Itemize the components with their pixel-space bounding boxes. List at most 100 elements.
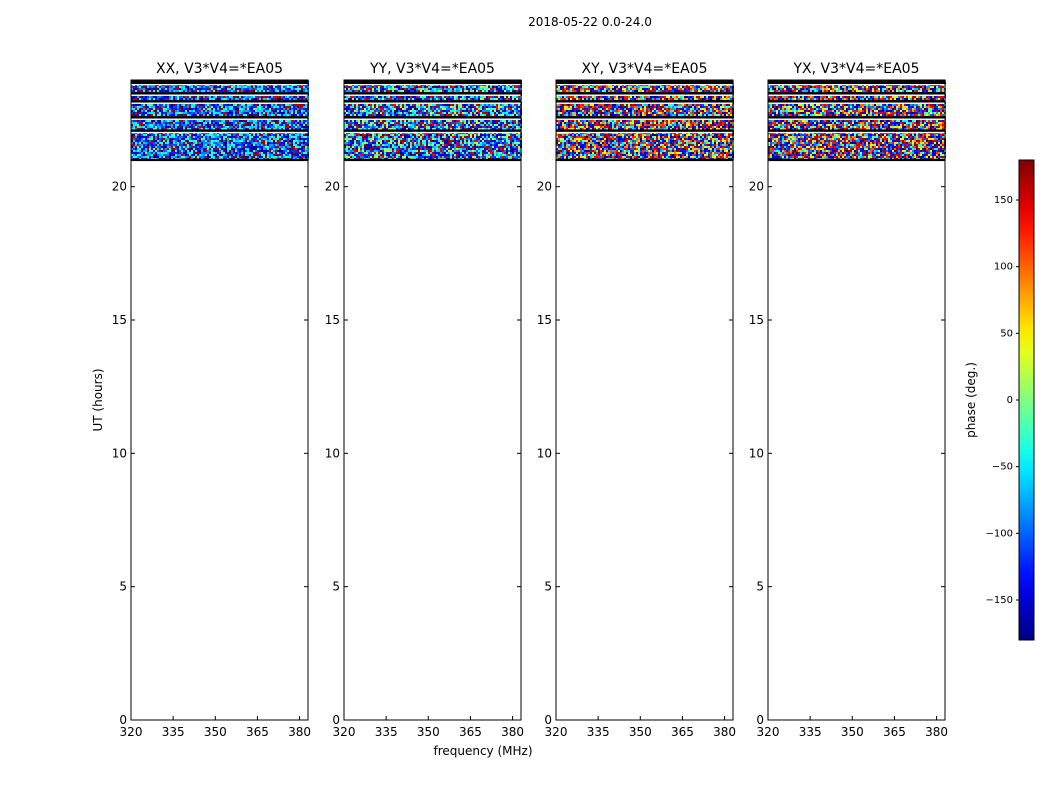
heatmap-cell <box>283 138 285 140</box>
y-tick-label: 15 <box>112 313 127 327</box>
heatmap-cell <box>500 90 502 92</box>
heatmap-cell <box>149 110 151 112</box>
heatmap-cell <box>191 140 193 142</box>
heatmap-cell <box>392 106 394 108</box>
heatmap-cell <box>265 98 267 100</box>
heatmap-cell <box>211 136 213 138</box>
heatmap-cell <box>406 98 408 100</box>
heatmap-cell <box>197 112 199 114</box>
heatmap-cell <box>265 142 267 144</box>
heatmap-cell <box>478 96 480 98</box>
heatmap-cell <box>163 112 165 114</box>
heatmap-cell <box>283 112 285 114</box>
heatmap-cell <box>151 114 153 116</box>
heatmap-cell <box>289 108 291 110</box>
heatmap-cell <box>169 124 171 126</box>
heatmap-cell <box>235 124 237 126</box>
heatmap-cell <box>159 124 161 126</box>
heatmap-cell <box>496 108 498 110</box>
heatmap-cell <box>452 98 454 100</box>
heatmap-cell <box>287 112 289 114</box>
heatmap-cell <box>346 98 348 100</box>
heatmap-cell <box>251 136 253 138</box>
heatmap-cell <box>422 96 424 98</box>
heatmap-cell <box>368 98 370 100</box>
heatmap-cell <box>141 96 143 98</box>
heatmap-cell <box>352 106 354 108</box>
heatmap-cell <box>133 154 135 156</box>
heatmap-cell <box>225 108 227 110</box>
heatmap-cell <box>462 90 464 92</box>
heatmap-cell <box>285 114 287 116</box>
heatmap-cell <box>215 136 217 138</box>
heatmap-cell <box>181 134 183 136</box>
heatmap-cell <box>446 86 448 88</box>
heatmap-cell <box>143 114 145 116</box>
heatmap-cell <box>291 152 293 154</box>
heatmap-cell <box>444 104 446 106</box>
heatmap-cell <box>221 136 223 138</box>
heatmap-cell <box>279 108 281 110</box>
heatmap-cell <box>305 134 307 136</box>
heatmap-cell <box>368 106 370 108</box>
heatmap-cell <box>279 142 281 144</box>
heatmap-cell <box>436 110 438 112</box>
heatmap-cell <box>275 152 277 154</box>
heatmap-cell <box>432 98 434 100</box>
heatmap-cell <box>249 88 251 90</box>
heatmap-cell <box>219 120 221 122</box>
heatmap-cell <box>305 128 307 130</box>
heatmap-cell <box>131 112 133 114</box>
flag-gap <box>131 131 308 134</box>
heatmap-cell <box>348 104 350 106</box>
heatmap-cell <box>440 88 442 90</box>
heatmap-cell <box>223 114 225 116</box>
heatmap-cell <box>221 142 223 144</box>
heatmap-cell <box>163 108 165 110</box>
heatmap-cell <box>476 90 478 92</box>
heatmap-cell <box>376 96 378 98</box>
heatmap-cell <box>207 108 209 110</box>
heatmap-cell <box>251 110 253 112</box>
heatmap-cell <box>281 98 283 100</box>
heatmap-cell <box>167 144 169 146</box>
heatmap-cell <box>145 154 147 156</box>
heatmap-cell <box>299 154 301 156</box>
heatmap-cell <box>141 126 143 128</box>
heatmap-cell <box>394 88 396 90</box>
heatmap-cell <box>305 146 307 148</box>
heatmap-cell <box>291 146 293 148</box>
heatmap-cell <box>239 108 241 110</box>
heatmap-cell <box>173 136 175 138</box>
heatmap-cell <box>171 156 173 158</box>
heatmap-cell <box>203 148 205 150</box>
heatmap-cell <box>279 96 281 98</box>
heatmap-cell <box>255 138 257 140</box>
heatmap-cell <box>303 146 305 148</box>
heatmap-cell <box>287 142 289 144</box>
heatmap-cell <box>287 152 289 154</box>
heatmap-cell <box>360 88 362 90</box>
heatmap-cell <box>211 148 213 150</box>
heatmap-cell <box>205 98 207 100</box>
heatmap-cell <box>291 114 293 116</box>
heatmap-cell <box>257 98 259 100</box>
heatmap-cell <box>179 90 181 92</box>
heatmap-cell <box>384 110 386 112</box>
heatmap-cell <box>201 138 203 140</box>
heatmap-cell <box>213 88 215 90</box>
heatmap-cell <box>295 88 297 90</box>
heatmap-cell <box>247 124 249 126</box>
heatmap-cell <box>271 154 273 156</box>
heatmap-cell <box>488 90 490 92</box>
heatmap-cell <box>227 108 229 110</box>
heatmap-cell <box>301 108 303 110</box>
heatmap-cell <box>183 90 185 92</box>
heatmap-cell <box>207 96 209 98</box>
heatmap-cell <box>283 142 285 144</box>
heatmap-cell <box>195 110 197 112</box>
heatmap-cell <box>291 122 293 124</box>
heatmap-cell <box>277 128 279 130</box>
heatmap-cell <box>281 156 283 158</box>
heatmap-cell <box>396 110 398 112</box>
